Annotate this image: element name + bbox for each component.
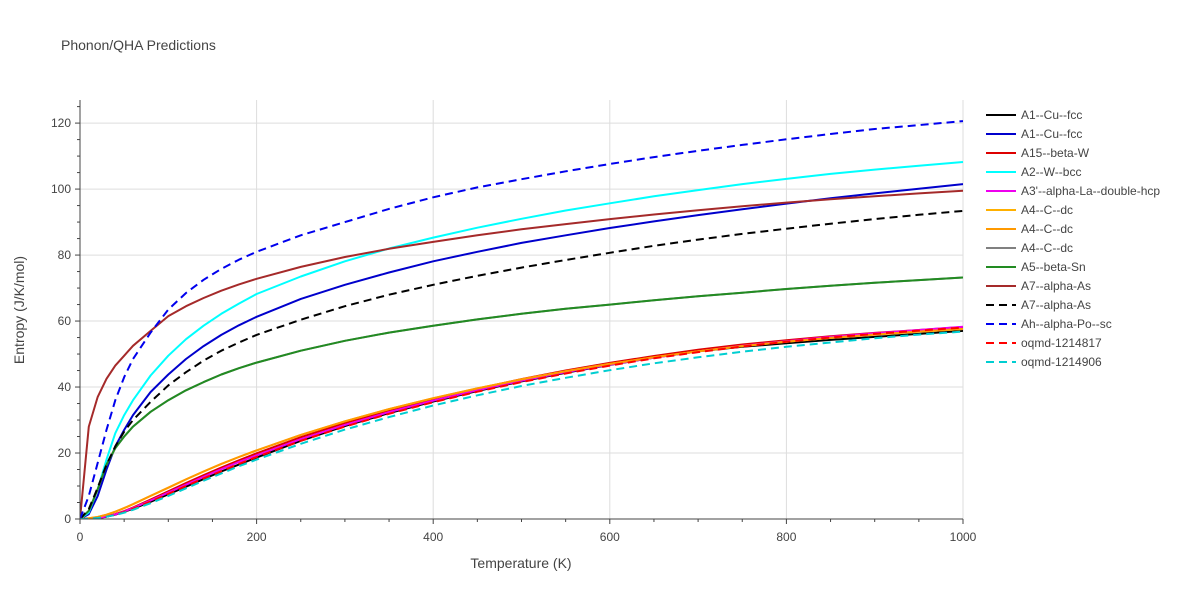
x-tick-label: 600 [600, 530, 620, 544]
grid [80, 100, 964, 519]
series-line-12 [80, 120, 963, 519]
legend-label-4: A2--W--bcc [1021, 165, 1081, 179]
series-line-10 [80, 189, 963, 519]
y-axis-label: Entropy (J/K/mol) [11, 256, 27, 364]
x-tick-label: 0 [77, 530, 84, 544]
axes: 0 200 400 600 800 1000 0 20 40 60 80 100 120 [51, 100, 977, 544]
legend: A1--Cu--fcc A1--Cu--fcc A15--beta-W A2--W--… [986, 108, 1160, 369]
legend-label-12: Ah--alpha-Po--sc [1021, 317, 1112, 331]
legend-label-8: A4--C--dc [1021, 241, 1073, 255]
series-line-7 [80, 328, 963, 519]
legend-label-1: A1--Cu--fcc [1021, 108, 1082, 122]
legend-label-13: oqmd-1214817 [1021, 336, 1102, 350]
y-tick-label: 100 [51, 182, 71, 196]
y-tick-label: 60 [58, 314, 72, 328]
y-tick-label: 80 [58, 248, 72, 262]
legend-label-14: oqmd-1214906 [1021, 355, 1102, 369]
x-tick-label: 800 [776, 530, 796, 544]
chart-title: Phonon/QHA Predictions [61, 37, 216, 53]
x-tick-label: 200 [247, 530, 267, 544]
series-line-14 [80, 330, 963, 519]
legend-label-10: A7--alpha-As [1021, 279, 1091, 293]
series-line-11 [80, 209, 963, 519]
legend-label-2: A1--Cu--fcc [1021, 127, 1082, 141]
series-line-6 [80, 328, 963, 519]
legend-label-7: A4--C--dc [1021, 222, 1073, 236]
legend-label-3: A15--beta-W [1021, 146, 1090, 160]
legend-label-6: A4--C--dc [1021, 203, 1073, 217]
y-tick-label: 40 [58, 380, 72, 394]
y-tick-label: 0 [64, 512, 71, 526]
x-axis-label: Temperature (K) [470, 555, 571, 571]
legend-label-11: A7--alpha-As [1021, 298, 1091, 312]
series-line-4 [80, 161, 963, 519]
y-tick-label: 20 [58, 446, 72, 460]
x-tick-label: 1000 [950, 530, 977, 544]
plot-lines [80, 120, 963, 519]
legend-label-5: A3'--alpha-La--double-hcp [1021, 184, 1160, 198]
series-line-9 [80, 276, 963, 519]
legend-label-9: A5--beta-Sn [1021, 260, 1086, 274]
y-tick-label: 120 [51, 116, 71, 130]
series-line-1 [80, 329, 963, 519]
x-tick-label: 400 [423, 530, 443, 544]
